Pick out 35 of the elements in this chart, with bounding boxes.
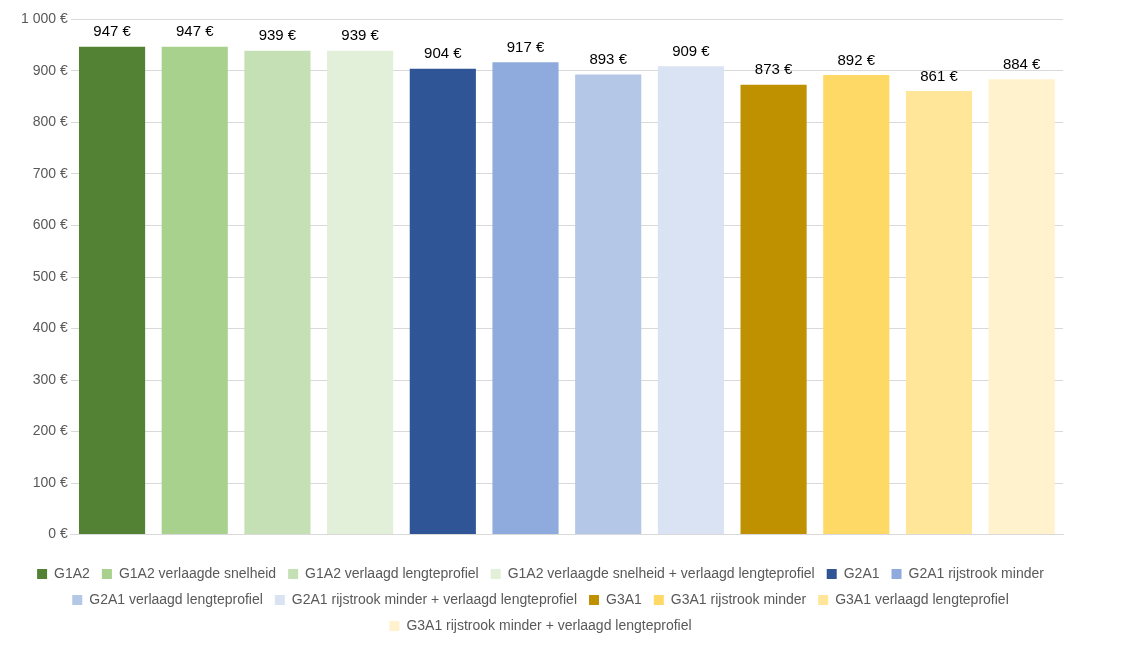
y-tick-label: 200 € bbox=[32, 422, 68, 439]
data-label: 904 € bbox=[424, 44, 463, 62]
data-label: 917 € bbox=[506, 37, 545, 55]
data-label: 947 € bbox=[175, 22, 215, 40]
y-tick-label: 1 000 € bbox=[20, 10, 68, 27]
legend-label: G3A1 verlaagd lengteprofiel bbox=[835, 590, 1009, 607]
y-tick-label: 800 € bbox=[32, 113, 68, 130]
y-tick-label: 500 € bbox=[32, 267, 68, 284]
data-label: 884 € bbox=[1002, 54, 1042, 72]
legend-label: G2A1 verlaagd lengteprofiel bbox=[89, 590, 263, 607]
legend-label: G1A2 verlaagd lengteprofiel bbox=[305, 564, 479, 581]
data-label: 892 € bbox=[837, 50, 876, 68]
legend-label: G3A1 bbox=[606, 590, 643, 607]
y-tick-label: 400 € bbox=[32, 319, 68, 336]
legend-label: G1A2 verlaagde snelheid + verlaagd lengteprofiel bbox=[507, 564, 815, 581]
data-label: 909 € bbox=[672, 41, 711, 59]
data-label: 873 € bbox=[754, 60, 793, 78]
legend-label: G1A2 verlaagde snelheid bbox=[118, 564, 277, 581]
legend-label: G3A1 rijstrook minder bbox=[670, 590, 807, 607]
y-tick-label: 600 € bbox=[32, 216, 68, 233]
legend-label: G1A2 bbox=[54, 564, 91, 581]
data-label: 861 € bbox=[920, 66, 959, 84]
y-tick-label: 100 € bbox=[32, 473, 68, 490]
data-label: 893 € bbox=[589, 50, 628, 68]
y-tick-label: 0 € bbox=[48, 525, 68, 542]
legend-label: G3A1 rijstrook minder + verlaagd lengteprofiel bbox=[406, 616, 692, 633]
legend-label: G2A1 rijstrook minder bbox=[908, 564, 1045, 581]
data-label: 939 € bbox=[258, 26, 297, 44]
y-tick-label: 900 € bbox=[32, 61, 68, 78]
legend-label: G2A1 bbox=[843, 564, 880, 581]
y-tick-label: 700 € bbox=[32, 164, 68, 181]
y-tick-label: 300 € bbox=[32, 370, 68, 387]
legend-label: G2A1 rijstrook minder + verlaagd lengteprofiel bbox=[291, 590, 578, 607]
data-label: 939 € bbox=[341, 26, 380, 44]
data-label: 947 € bbox=[93, 22, 132, 40]
